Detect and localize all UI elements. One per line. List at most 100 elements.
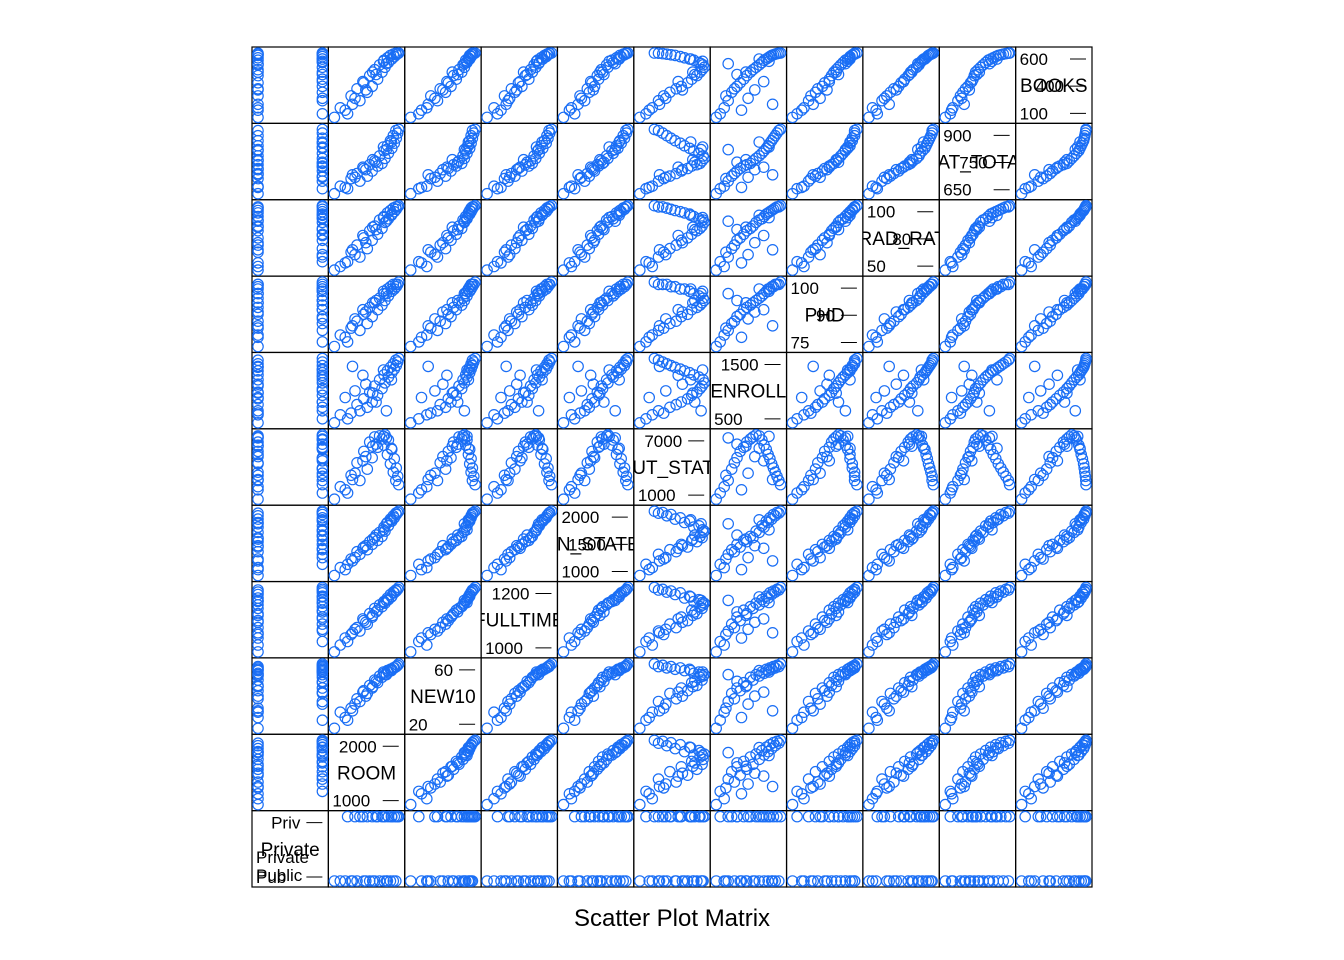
point-GRAD_RATE-vs-OUT_STATE-0 — [863, 493, 875, 505]
point-IN_STATE-vs-FULLTIME-4 — [574, 628, 586, 641]
point-ROOM-vs-Private-3 — [354, 810, 366, 823]
point-IN_STATE-vs-OUT_STATE-8 — [586, 445, 598, 458]
point-SAT_TOTAL-vs-OUT_STATE-12 — [972, 431, 984, 443]
point-ENROLL-vs-IN_STATE-18 — [762, 516, 774, 529]
point-SAT_TOTAL-vs-ENROLL-31 — [991, 373, 1003, 386]
point-Private-vs-IN_STATE-27 — [316, 551, 329, 564]
point-SAT_TOTAL-vs-FULLTIME-33 — [965, 613, 978, 625]
point-SAT_TOTAL-vs-BOOKS-32 — [958, 98, 970, 111]
point-Private-vs-SAT_TOTAL-34 — [252, 153, 264, 166]
point-Private-vs-NEW10-34 — [252, 680, 264, 693]
point-Private-vs-GRAD_RATE-24 — [252, 201, 264, 213]
point-ROOM-vs-IN_STATE-9 — [371, 534, 384, 547]
point-FULLTIME-vs-PHD-32 — [500, 319, 512, 332]
point-Private-vs-ENROLL-32 — [252, 360, 264, 373]
point-ENROLL-vs-PHD-33 — [757, 303, 770, 316]
point-FULLTIME-vs-Private-33 — [514, 810, 526, 823]
point-ENROLL-vs-GRAD_RATE-28 — [748, 236, 761, 249]
point-IN_STATE-vs-Private-34 — [594, 875, 606, 887]
point-PHD-vs-NEW10-31 — [844, 664, 856, 677]
point-BOOKS-vs-OUT_STATE-0 — [1015, 493, 1028, 505]
tick-label-SAT_TOTAL-650: 650 — [943, 181, 971, 200]
point-BOOKS-vs-OUT_STATE-32 — [1028, 473, 1041, 486]
point-ROOM-vs-BOOKS-32 — [346, 98, 359, 111]
point-GRAD_RATE-vs-NEW10-33 — [897, 686, 910, 698]
point-SAT_TOTAL-vs-BOOKS-34 — [973, 66, 986, 78]
point-GRAD_RATE-vs-Private-26 — [870, 875, 882, 887]
point-OUT_STATE-vs-ROOM-35 — [696, 749, 709, 762]
point-OUT_STATE-vs-FULLTIME-32 — [653, 626, 666, 639]
point-SAT_TOTAL-vs-OUT_STATE-32 — [958, 473, 970, 486]
point-GRAD_RATE-vs-SAT_TOTAL-33 — [897, 161, 910, 173]
point-ROOM-vs-Private-26 — [339, 875, 351, 887]
point-NEW10-vs-IN_STATE-27 — [429, 551, 441, 564]
point-BOOKS-vs-ROOM-32 — [1028, 780, 1041, 793]
point-OUT_STATE-vs-Private-15 — [693, 810, 705, 823]
point-SAT_TOTAL-vs-NEW10-31 — [991, 664, 1003, 677]
point-OUT_STATE-vs-ROOM-26 — [643, 787, 655, 800]
point-PHD-vs-GRAD_RATE-26 — [795, 257, 808, 269]
point-IN_STATE-vs-SAT_TOTAL-24 — [619, 124, 632, 137]
point-FULLTIME-vs-NEW10-32 — [500, 704, 512, 717]
point-GRAD_RATE-vs-NEW10-32 — [883, 704, 895, 717]
point-ENROLL-vs-SAT_TOTAL-4 — [720, 172, 732, 185]
point-SAT_TOTAL-vs-ENROLL-28 — [963, 378, 976, 390]
point-Private-vs-IN_STATE-30 — [252, 517, 264, 530]
point-FULLTIME-vs-PHD-31 — [536, 283, 548, 295]
point-Private-vs-OUT_STATE-21 — [316, 462, 329, 474]
point-IN_STATE-vs-FULLTIME-26 — [563, 632, 576, 644]
point-ROOM-vs-GRAD_RATE-0 — [328, 264, 341, 276]
point-OUT_STATE-vs-Private-27 — [659, 810, 672, 823]
point-Private-vs-NEW10-25 — [316, 658, 329, 670]
variable-label-OUT_STATE: OUT_STATE — [617, 458, 726, 479]
point-Private-vs-ENROLL-9 — [316, 389, 329, 402]
point-NEW10-vs-OUT_STATE-31 — [462, 442, 475, 455]
point-SAT_TOTAL-vs-ROOM-1 — [944, 785, 957, 798]
point-SAT_TOTAL-vs-Private-35 — [986, 810, 998, 823]
point-ENROLL-vs-IN_STATE-25 — [774, 505, 787, 517]
point-OUT_STATE-vs-FULLTIME-35 — [696, 596, 709, 609]
point-OUT_STATE-vs-IN_STATE-34 — [686, 533, 699, 545]
point-FULLTIME-vs-BOOKS-1 — [491, 108, 504, 120]
point-OUT_STATE-vs-PHD-29 — [688, 294, 701, 307]
point-FULLTIME-vs-IN_STATE-32 — [500, 555, 512, 567]
point-OUT_STATE-vs-BOOKS-34 — [686, 66, 699, 78]
point-ROOM-vs-Private-31 — [385, 810, 398, 823]
point-NEW10-vs-IN_STATE-32 — [422, 555, 434, 567]
point-IN_STATE-vs-OUT_STATE-35 — [603, 430, 615, 443]
point-IN_STATE-vs-OUT_STATE-25 — [621, 478, 634, 491]
point-IN_STATE-vs-NEW10-33 — [584, 686, 597, 698]
point-GRAD_RATE-vs-ENROLL-28 — [890, 378, 903, 390]
point-PHD-vs-BOOKS-26 — [795, 104, 808, 116]
point-ENROLL-vs-ROOM-8 — [734, 769, 746, 781]
point-ROOM-vs-OUT_STATE-26 — [339, 483, 351, 496]
variable-label-PHD: PHD — [805, 305, 845, 326]
point-GRAD_RATE-vs-ROOM-31 — [917, 741, 930, 754]
point-ENROLL-vs-NEW10-34 — [740, 680, 752, 693]
point-OUT_STATE-vs-IN_STATE-2 — [646, 561, 659, 574]
point-NEW10-vs-ENROLL-35 — [461, 364, 473, 376]
point-ENROLL-vs-OUT_STATE-0 — [710, 493, 722, 505]
point-IN_STATE-vs-SAT_TOTAL-34 — [594, 153, 606, 166]
point-NEW10-vs-Private-6 — [434, 875, 446, 887]
point-GRAD_RATE-vs-NEW10-26 — [870, 711, 882, 724]
point-ROOM-vs-NEW10-35 — [377, 666, 390, 678]
point-ENROLL-vs-GRAD_RATE-34 — [740, 221, 752, 233]
point-IN_STATE-vs-Private-33 — [584, 810, 597, 823]
point-OUT_STATE-vs-Private-22 — [660, 875, 673, 887]
point-ENROLL-vs-BOOKS-34 — [740, 66, 752, 78]
point-SAT_TOTAL-vs-FULLTIME-34 — [973, 609, 986, 622]
point-NEW10-vs-ROOM-34 — [446, 760, 459, 773]
point-ENROLL-vs-ROOM-33 — [757, 770, 770, 782]
point-OUT_STATE-vs-SAT_TOTAL-4 — [657, 172, 670, 185]
point-ENROLL-vs-OUT_STATE-31 — [753, 442, 765, 455]
point-Private-vs-SAT_TOTAL-31 — [316, 136, 329, 148]
point-ROOM-vs-SAT_TOTAL-1 — [341, 182, 354, 195]
point-Private-vs-SAT_TOTAL-7 — [316, 165, 329, 177]
point-IN_STATE-vs-BOOKS-27 — [575, 92, 588, 105]
point-OUT_STATE-vs-ENROLL-5 — [664, 401, 676, 414]
point-SAT_TOTAL-vs-PHD-29 — [970, 294, 983, 307]
point-OUT_STATE-vs-BOOKS-26 — [643, 104, 655, 116]
point-BOOKS-vs-FULLTIME-0 — [1015, 646, 1028, 658]
point-IN_STATE-vs-BOOKS-28 — [587, 84, 600, 96]
